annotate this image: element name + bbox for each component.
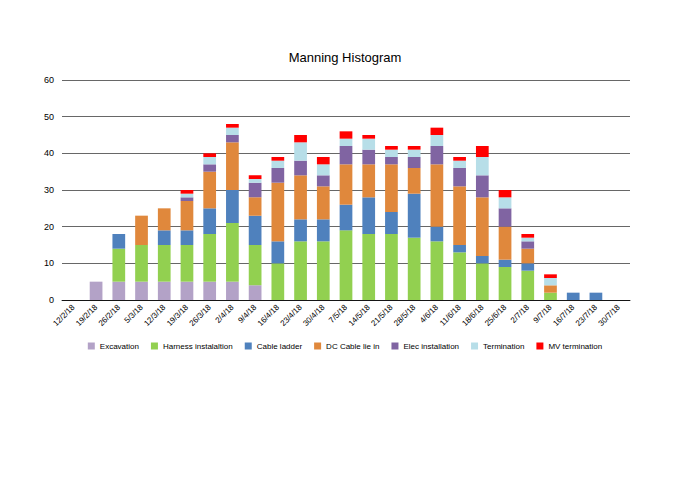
svg-text:2/4/18: 2/4/18 <box>214 302 236 324</box>
svg-text:16/4/18: 16/4/18 <box>256 302 282 328</box>
svg-text:14/5/18: 14/5/18 <box>347 302 373 328</box>
svg-text:19/2/18: 19/2/18 <box>74 302 100 328</box>
svg-text:10: 10 <box>44 258 54 268</box>
svg-text:26/3/18: 26/3/18 <box>188 302 214 328</box>
svg-text:40: 40 <box>44 148 54 158</box>
svg-text:28/5/18: 28/5/18 <box>392 302 418 328</box>
svg-text:30: 30 <box>44 185 54 195</box>
svg-text:18/6/18: 18/6/18 <box>460 302 486 328</box>
svg-text:20: 20 <box>44 222 54 232</box>
svg-text:26/2/18: 26/2/18 <box>97 302 123 328</box>
svg-text:7/5/18: 7/5/18 <box>327 302 350 325</box>
svg-text:5/3/18: 5/3/18 <box>122 302 145 325</box>
svg-text:MV termination: MV termination <box>548 342 602 351</box>
svg-text:30/7/18: 30/7/18 <box>597 302 623 328</box>
svg-text:25/6/18: 25/6/18 <box>483 302 509 328</box>
svg-text:Excavation: Excavation <box>100 342 139 351</box>
svg-text:11/6/18: 11/6/18 <box>438 302 463 327</box>
svg-text:Cable ladder: Cable ladder <box>257 342 303 351</box>
svg-text:Manning Histogram: Manning Histogram <box>289 50 402 65</box>
svg-text:50: 50 <box>44 112 54 122</box>
svg-text:16/7/18: 16/7/18 <box>551 302 577 328</box>
svg-text:23/7/18: 23/7/18 <box>574 302 600 328</box>
svg-text:12/2/18: 12/2/18 <box>51 302 77 328</box>
svg-text:2/7/18: 2/7/18 <box>509 302 531 324</box>
svg-text:9/7/18: 9/7/18 <box>531 302 554 325</box>
svg-text:19/3/18: 19/3/18 <box>165 302 191 328</box>
svg-text:60: 60 <box>44 75 54 85</box>
svg-text:0: 0 <box>49 295 54 305</box>
svg-text:12/3/18: 12/3/18 <box>142 302 168 328</box>
svg-text:30/4/18: 30/4/18 <box>301 302 327 328</box>
svg-text:Harness instalaltion: Harness instalaltion <box>163 342 233 351</box>
svg-text:21/5/18: 21/5/18 <box>369 302 395 328</box>
svg-text:23/4/18: 23/4/18 <box>279 302 305 328</box>
svg-text:4/6/18: 4/6/18 <box>418 302 441 325</box>
svg-text:Elec installation: Elec installation <box>403 342 459 351</box>
svg-text:9/4/18: 9/4/18 <box>236 302 259 325</box>
svg-text:DC Cable lie in: DC Cable lie in <box>326 342 379 351</box>
svg-text:Termination: Termination <box>483 342 524 351</box>
